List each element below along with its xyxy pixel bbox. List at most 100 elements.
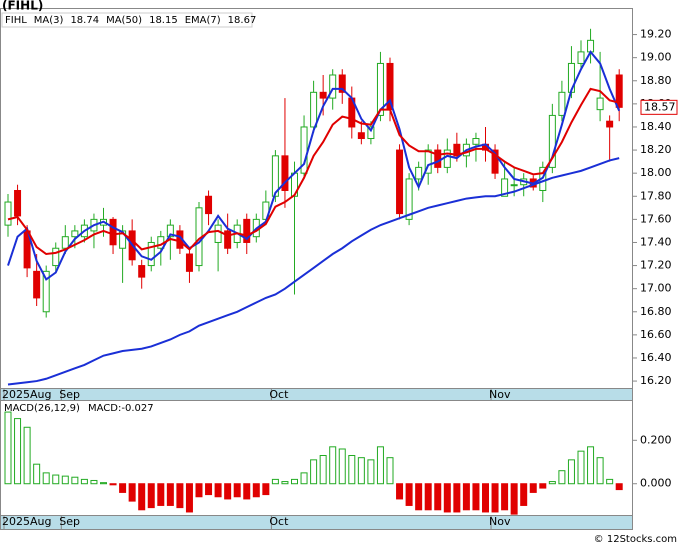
candle-body: [205, 195, 213, 215]
macd-title: MACD(26,12,9): [4, 403, 80, 414]
x-axis-band: [0, 515, 633, 530]
macd-bar: [606, 478, 614, 485]
candle-body: [119, 230, 127, 249]
macd-bar: [243, 483, 251, 500]
macd-bar: [348, 455, 356, 485]
candle-body: [4, 201, 12, 226]
macd-bar: [510, 483, 518, 515]
macd-bar: [424, 483, 432, 511]
macd-bar: [147, 483, 155, 509]
candle-body: [329, 74, 337, 99]
candle-body: [147, 241, 155, 267]
candle-body: [577, 51, 585, 64]
candle-body: [138, 265, 146, 278]
macd-bar: [587, 446, 595, 485]
candle-body: [587, 39, 595, 53]
candle-body: [491, 149, 499, 174]
macd-bar: [252, 483, 260, 498]
macd-bar: [52, 474, 60, 485]
macd-bar: [281, 481, 289, 485]
candle-body: [548, 114, 556, 168]
y-tick-label: 18.40: [640, 120, 672, 133]
candle-body: [357, 132, 365, 140]
price-label-box: [640, 99, 678, 115]
legend-text: 18.67: [228, 15, 257, 26]
candle-body: [472, 138, 480, 145]
candle-body: [185, 253, 193, 272]
macd-bar: [386, 457, 394, 485]
candle-body: [453, 143, 461, 157]
x-tick-label: 2025Aug: [2, 515, 51, 528]
price-label: 18.57: [644, 100, 676, 113]
y-tick-label: 16.40: [640, 351, 672, 364]
macd-bar: [482, 483, 489, 513]
macd-bar: [71, 476, 79, 485]
x-tick-label: Nov: [489, 388, 511, 401]
candle-body: [367, 126, 375, 140]
macd-bar: [319, 455, 327, 485]
macd-bar: [434, 483, 442, 511]
macd-bar: [329, 446, 337, 485]
legend-text: FIHL: [5, 15, 27, 26]
y-tick-label: 17.80: [640, 189, 672, 202]
candle-body: [281, 155, 289, 191]
macd-bar: [462, 483, 470, 511]
macd-bar: [61, 475, 69, 485]
macd-bar: [539, 483, 547, 489]
macd-bar: [100, 482, 107, 485]
macd-bar: [109, 483, 117, 486]
macd-bar: [157, 483, 165, 506]
macd-bar: [596, 457, 604, 485]
y-tick-label: 16.80: [640, 305, 672, 318]
macd-bar: [166, 483, 174, 506]
macd-bar: [567, 459, 575, 485]
candle-body: [424, 149, 432, 174]
y-tick-label: 17.00: [640, 282, 672, 295]
macd-bar: [33, 463, 41, 485]
macd-bar: [310, 459, 318, 485]
macd-bar: [405, 483, 413, 506]
candle-body: [14, 189, 22, 217]
macd-bar: [185, 483, 193, 513]
macd-bar: [415, 483, 423, 511]
candle-body: [396, 149, 404, 215]
candle-body: [615, 74, 623, 108]
macd-bar: [138, 483, 146, 511]
candle-body: [33, 270, 41, 299]
macd-bar: [262, 483, 270, 496]
credit: © 12Stocks.com: [594, 534, 677, 545]
legend-text: 18.15: [149, 15, 178, 26]
y-tick-label: 17.60: [640, 212, 672, 225]
indicator-line: [7, 50, 621, 281]
x-tick-label: Sep: [59, 388, 80, 401]
y-tick-label: 18.00: [640, 166, 672, 179]
candle-body: [42, 270, 50, 313]
legend-text: MA(50): [106, 15, 142, 26]
macd-bar: [14, 418, 22, 485]
candle-body: [606, 120, 614, 128]
legend-text: EMA(7): [185, 15, 221, 26]
candle-body: [376, 62, 384, 116]
macd-bar: [214, 483, 222, 498]
candle-body: [214, 224, 222, 243]
macd-bar: [443, 483, 451, 513]
x-tick-label: Oct: [269, 515, 289, 528]
macd-bar: [367, 459, 375, 485]
macd-bar: [90, 479, 98, 485]
macd-bar: [23, 426, 31, 485]
legend-box: [1, 12, 253, 28]
indicator-line: [7, 157, 620, 386]
indicator-line: [7, 87, 620, 256]
macd-bar: [558, 470, 566, 485]
candle-body: [271, 155, 279, 197]
x-tick-label: 2025Aug: [2, 388, 51, 401]
macd-bar: [472, 483, 480, 511]
candle-body: [166, 224, 174, 238]
macd-bar: [300, 472, 308, 485]
macd-bar: [128, 483, 136, 502]
legend-text: 18.74: [70, 15, 99, 26]
macd-bar: [42, 472, 50, 485]
candle-body: [558, 91, 566, 116]
candle-body: [52, 247, 60, 267]
